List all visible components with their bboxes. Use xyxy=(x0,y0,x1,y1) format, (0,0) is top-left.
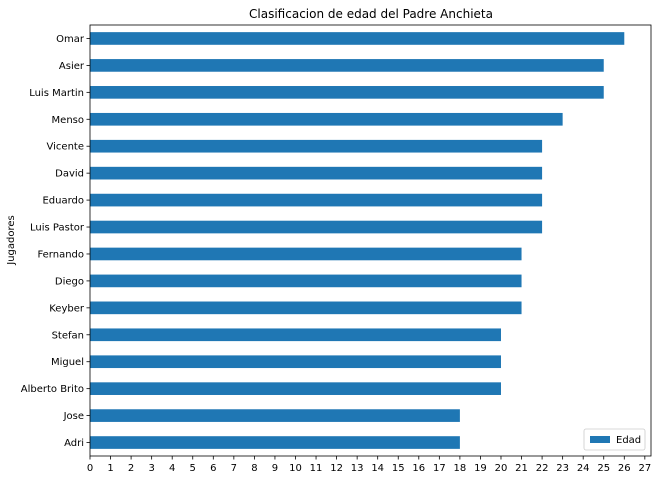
bar-alberto-brito xyxy=(90,382,501,395)
y-tick-label: Diego xyxy=(55,276,84,287)
bar-david xyxy=(90,166,543,180)
plot-frame xyxy=(89,24,652,457)
x-tick-label: 5 xyxy=(190,463,196,474)
x-tick-label: 1 xyxy=(107,463,113,474)
y-tick-labels: Omar Asier Luis Martin Menso Vicente David Edu… xyxy=(21,34,90,449)
y-tick-label: Luis Pastor xyxy=(30,223,85,234)
x-tick-label: 3 xyxy=(148,463,154,474)
x-tick-label: 10 xyxy=(289,463,302,474)
bar-omar xyxy=(90,32,625,45)
y-tick-label: Fernando xyxy=(37,249,84,260)
y-tick-label: Eduardo xyxy=(42,196,84,207)
x-tick-label: 6 xyxy=(210,463,216,474)
x-tick-label: 27 xyxy=(638,463,651,474)
x-tick-label: 14 xyxy=(371,463,384,474)
x-tick-label: 8 xyxy=(251,463,257,474)
bar-diego xyxy=(90,274,522,288)
x-tick-label: 12 xyxy=(330,463,343,474)
y-axis-label: Jugadores xyxy=(6,215,17,265)
x-tick-label: 18 xyxy=(454,463,467,474)
x-tick-label: 13 xyxy=(351,463,364,474)
bar-jose xyxy=(90,409,460,422)
legend-label-edad: Edad xyxy=(616,435,641,446)
y-tick-label: Omar xyxy=(56,34,85,45)
x-tick-label: 2 xyxy=(128,463,134,474)
bar-luis-martin xyxy=(90,86,604,99)
y-tick-label: Luis Martin xyxy=(29,88,84,99)
y-tick-label: Keyber xyxy=(49,303,85,314)
x-tick-label: 21 xyxy=(515,463,528,474)
x-tick-label: 0 xyxy=(87,463,93,474)
x-tick-labels: 0 1 2 3 4 5 6 7 8 9 10 11 12 13 14 15 16 17 18 19 20 21 22 23 24… xyxy=(87,456,651,474)
bar-fernando xyxy=(90,247,522,261)
bar-menso xyxy=(90,112,563,126)
y-tick-label: Asier xyxy=(59,61,85,72)
x-tick-label: 17 xyxy=(433,463,446,474)
x-tick-label: 11 xyxy=(310,463,323,474)
y-tick-label: Menso xyxy=(52,115,84,126)
x-tick-label: 25 xyxy=(597,463,610,474)
bar-keyber xyxy=(90,301,522,315)
x-tick-label: 23 xyxy=(556,463,569,474)
bar-adri xyxy=(90,436,460,449)
chart-title: Clasificacion de edad del Padre Anchieta xyxy=(249,7,493,21)
x-tick-label: 24 xyxy=(577,463,590,474)
bar-asier xyxy=(90,59,604,72)
y-tick-label: Miguel xyxy=(51,357,84,368)
y-tick-label: Jose xyxy=(63,411,84,422)
x-tick-label: 26 xyxy=(618,463,631,474)
bar-luis-pastor xyxy=(90,220,543,234)
x-tick-label: 9 xyxy=(272,463,278,474)
bar-vicente xyxy=(90,139,543,153)
bar-eduardo xyxy=(90,193,543,207)
legend-box xyxy=(583,428,646,451)
x-tick-label: 7 xyxy=(231,463,237,474)
bars-group xyxy=(90,32,625,449)
y-tick-label: David xyxy=(55,169,84,180)
y-tick-label: Adri xyxy=(64,438,84,449)
x-tick-label: 20 xyxy=(495,463,508,474)
x-tick-label: 15 xyxy=(392,463,405,474)
x-tick-label: 4 xyxy=(169,463,175,474)
x-tick-label: 22 xyxy=(536,463,549,474)
legend: Edad xyxy=(583,428,646,451)
bar-stefan xyxy=(90,328,501,342)
y-tick-label: Alberto Brito xyxy=(21,384,84,395)
x-tick-label: 16 xyxy=(412,463,425,474)
bar-miguel xyxy=(90,355,501,369)
y-tick-label: Vicente xyxy=(47,142,84,153)
legend-swatch xyxy=(590,436,610,443)
x-tick-label: 19 xyxy=(474,463,487,474)
y-tick-label: Stefan xyxy=(52,330,84,341)
